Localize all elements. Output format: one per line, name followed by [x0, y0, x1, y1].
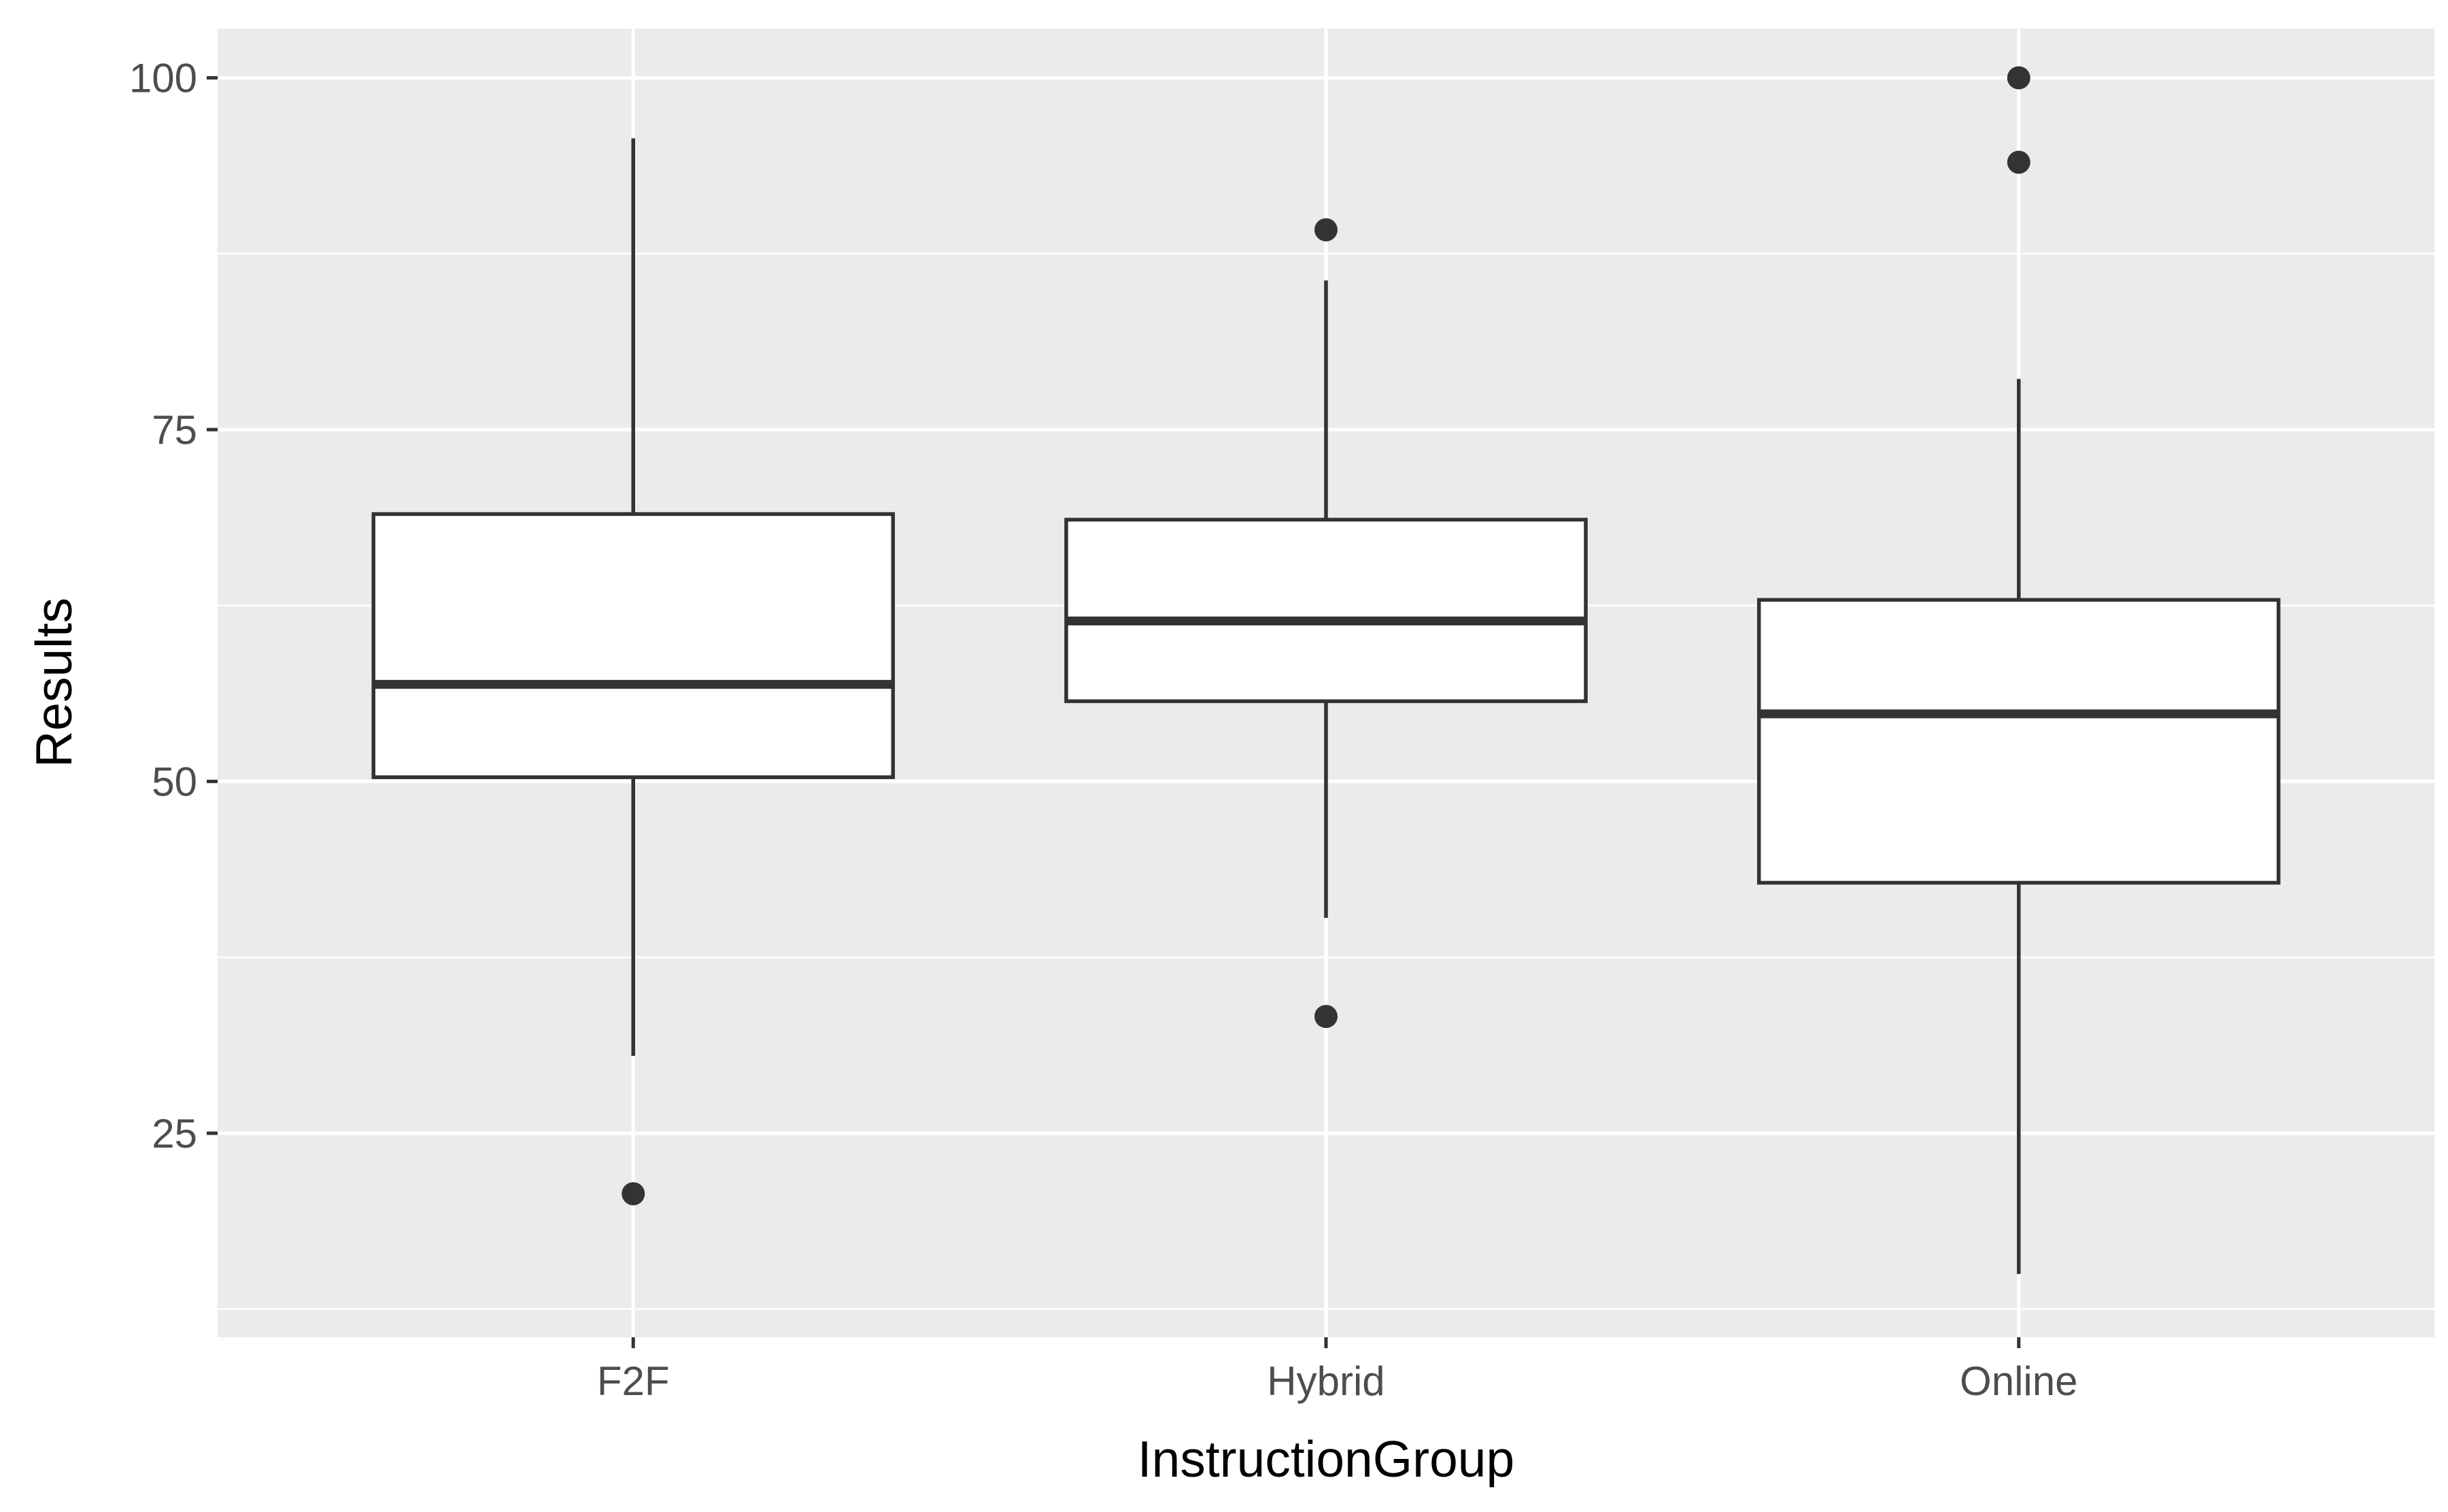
outlier-point	[1314, 218, 1338, 241]
boxes	[371, 66, 2281, 1274]
outlier-point	[1314, 1005, 1338, 1029]
box-iqr	[1756, 598, 2281, 885]
x-tick-label: Hybrid	[1267, 1358, 1384, 1404]
outlier-point	[2007, 66, 2030, 90]
y-tick-label: 100	[129, 55, 197, 101]
y-tick-label: 50	[152, 759, 197, 804]
x-tick-label: F2F	[597, 1358, 670, 1404]
x-axis: F2F Hybrid Online	[597, 1337, 2077, 1404]
outlier-point	[2007, 150, 2030, 174]
y-tick-label: 25	[152, 1111, 197, 1156]
x-axis-title: InstructionGroup	[1138, 1430, 1514, 1488]
x-tick-label: Online	[1960, 1358, 2077, 1404]
box-hybrid	[1064, 218, 1588, 1029]
y-axis-title: Results	[25, 598, 82, 768]
outlier-point	[622, 1182, 645, 1205]
y-axis: 25 50 75 100	[129, 55, 218, 1156]
y-tick-label: 75	[152, 407, 197, 453]
box-online	[1756, 66, 2281, 1274]
box-iqr	[1064, 517, 1588, 704]
box-f2f	[371, 138, 896, 1205]
box-iqr	[371, 512, 896, 779]
